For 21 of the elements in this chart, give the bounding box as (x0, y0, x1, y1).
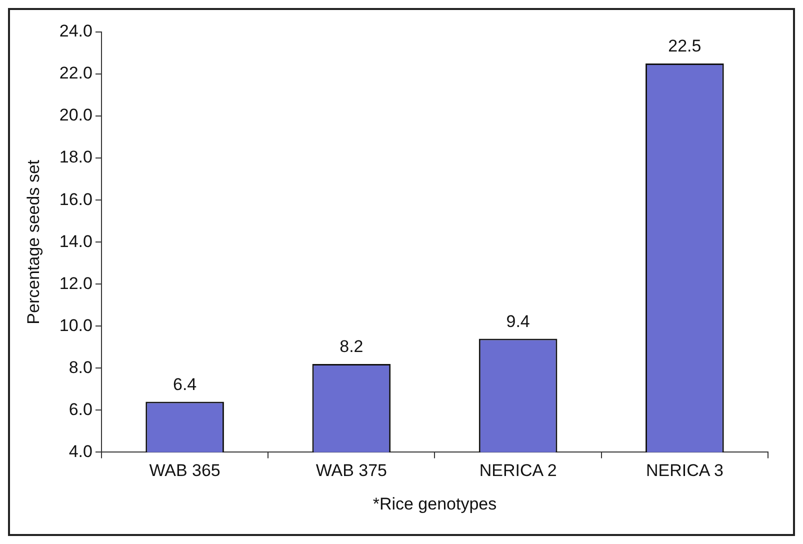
y-tick-label: 4.0 (68, 442, 92, 461)
y-tick-label: 12.0 (59, 274, 92, 293)
y-tick-label: 10.0 (59, 316, 92, 335)
y-tick-label: 20.0 (59, 106, 92, 125)
y-tick-label: 18.0 (59, 148, 92, 167)
x-tick-label: NERICA 2 (479, 461, 557, 480)
x-axis-title: *Rice genotypes (372, 494, 497, 514)
data-label: 9.4 (506, 312, 530, 331)
x-tick-label: WAB 365 (149, 461, 220, 480)
data-label: 6.4 (172, 374, 197, 394)
x-tick-label: NERICA 3 (646, 461, 724, 480)
x-tick-label: WAB 375 (316, 461, 388, 480)
y-tick-label: 14.0 (59, 232, 92, 251)
y-tick-label: 6.0 (68, 400, 92, 419)
y-tick-label: 22.0 (59, 64, 92, 83)
data-label: 22.5 (668, 36, 702, 56)
data-label: 8.2 (340, 337, 364, 356)
y-axis-title: Percentage seeds set (24, 160, 43, 324)
y-tick-label: 16.0 (59, 190, 92, 209)
y-tick-label: 24.0 (59, 22, 92, 41)
y-tick-label: 8.0 (68, 358, 92, 377)
